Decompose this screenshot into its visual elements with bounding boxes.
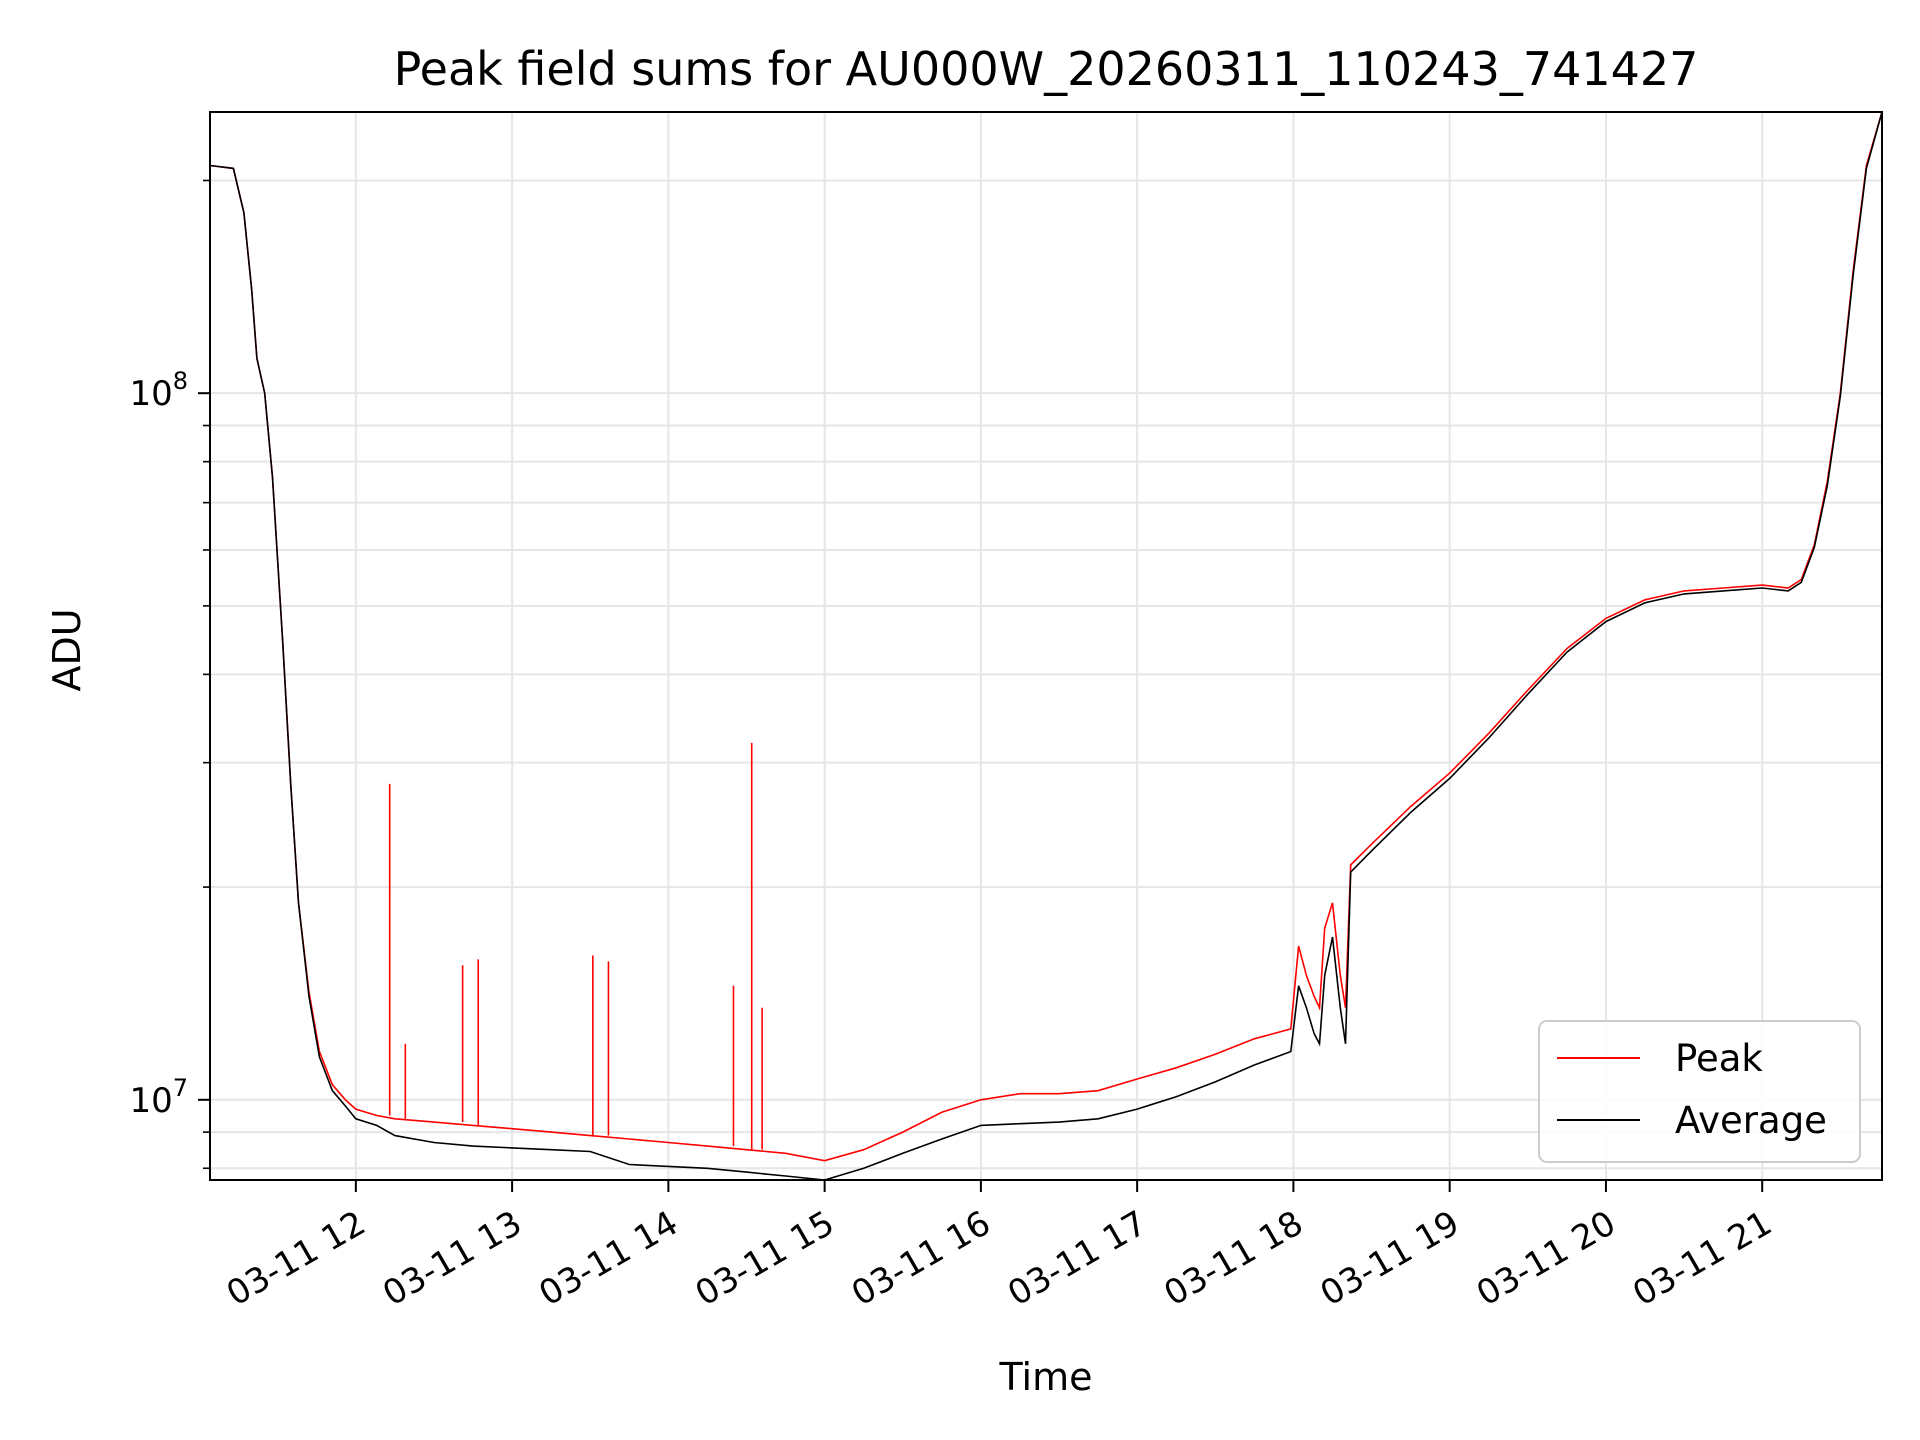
x-axis-label: Time — [999, 1355, 1093, 1399]
legend-label-peak: Peak — [1675, 1037, 1763, 1080]
y-tick-label: 107 — [129, 1074, 188, 1121]
plot-frame — [209, 111, 1883, 1181]
series-line-peak — [210, 112, 1882, 1162]
y-axis: 107 108 — [129, 179, 210, 1170]
series-line-average — [210, 112, 1882, 1180]
y-tick-label: 108 — [129, 367, 188, 414]
legend-box — [1538, 1020, 1861, 1163]
legend-label-average: Average — [1675, 1099, 1827, 1142]
y-axis-label: ADU — [45, 608, 89, 691]
chart-title: Peak field sums for AU000W_20260311_1102… — [394, 42, 1699, 96]
plot-lines — [210, 112, 1882, 1180]
legend: Peak Average — [1538, 1020, 1861, 1163]
